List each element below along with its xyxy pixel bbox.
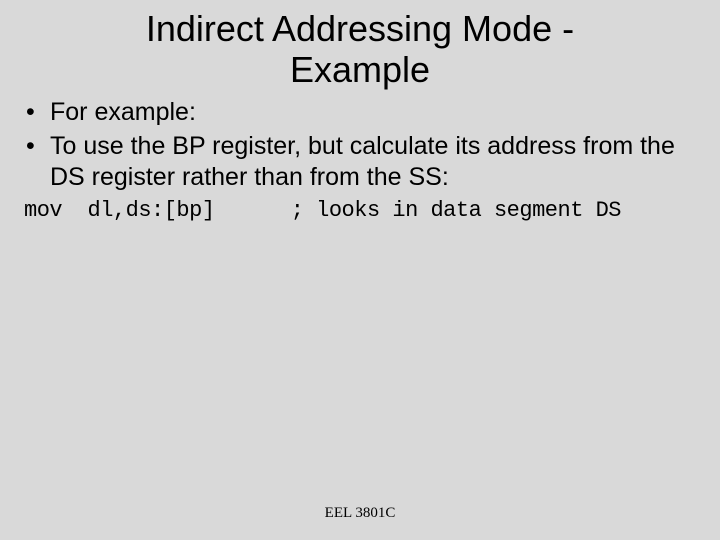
slide: Indirect Addressing Mode - Example For e…: [0, 0, 720, 540]
list-item: For example:: [26, 97, 700, 128]
slide-footer: EEL 3801C: [0, 505, 720, 522]
title-line-2: Example: [290, 49, 430, 90]
list-item: To use the BP register, but calculate it…: [26, 131, 700, 192]
code-line: mov dl,ds:[bp] ; looks in data segment D…: [20, 198, 700, 223]
bullet-list: For example: To use the BP register, but…: [20, 97, 700, 193]
title-line-1: Indirect Addressing Mode -: [146, 8, 574, 49]
slide-title: Indirect Addressing Mode - Example: [20, 8, 700, 91]
